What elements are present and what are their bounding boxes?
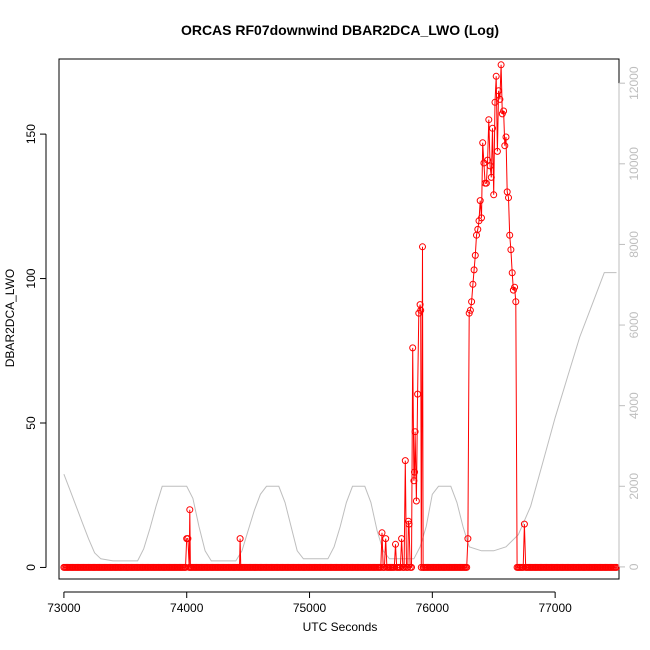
y2-tick-label: 12000 [627, 66, 641, 100]
y2-tick-label: 8000 [627, 231, 641, 258]
data-point [500, 107, 508, 115]
data-point [469, 280, 477, 288]
data-point [378, 529, 386, 537]
data-point [414, 390, 422, 398]
altitude-series-group [63, 272, 617, 562]
data-point [404, 563, 412, 571]
y2-axis: 0 2000 4000 6000 8000 10000 12000 [618, 66, 641, 570]
data-point [485, 116, 493, 124]
data-point [186, 506, 194, 514]
y2-tick-label: 10000 [627, 147, 641, 181]
y2-tick-label: 4000 [627, 392, 641, 419]
data-point [463, 563, 471, 571]
data-point [236, 535, 244, 543]
data-point [392, 540, 399, 548]
data-point [506, 231, 514, 239]
data-point [482, 179, 490, 187]
data-point [508, 269, 516, 277]
data-point [476, 197, 484, 205]
data-point [184, 535, 192, 543]
data-point [495, 87, 503, 95]
data-point [502, 133, 510, 141]
data-point [471, 251, 479, 259]
data-point [490, 191, 498, 199]
data-point [497, 61, 505, 69]
x-tick-label: 75000 [293, 601, 327, 615]
data-point [464, 535, 472, 543]
data-point [511, 283, 519, 291]
data-point [409, 344, 417, 352]
data-point [496, 95, 504, 103]
primary-series-group [60, 61, 620, 571]
data-point [512, 298, 520, 306]
data-point [401, 457, 409, 465]
data-point [404, 517, 412, 525]
data-point [520, 520, 528, 528]
y2-tick-label: 0 [627, 563, 641, 570]
data-point [411, 428, 419, 436]
data-point [493, 147, 501, 155]
data-point [411, 468, 418, 476]
data-point [489, 124, 496, 132]
data-point [382, 535, 390, 543]
data-point [417, 306, 425, 314]
data-point [478, 214, 485, 222]
y-tick-label: 0 [24, 564, 38, 571]
x-tick-label: 73000 [47, 601, 81, 615]
data-point [408, 563, 415, 571]
data-point [487, 173, 495, 181]
data-point [470, 266, 478, 274]
data-point [468, 298, 476, 306]
data-point [492, 72, 500, 80]
data-point [479, 139, 487, 147]
data-point [405, 520, 413, 528]
y-tick-label: 100 [24, 268, 38, 288]
data-point [484, 156, 492, 164]
x-tick-label: 77000 [538, 601, 572, 615]
y2-tick-label: 2000 [627, 473, 641, 500]
x-tick-label: 76000 [416, 601, 450, 615]
data-point [486, 162, 494, 170]
data-point [466, 306, 474, 314]
y-tick-label: 50 [24, 416, 38, 430]
data-point [419, 243, 426, 251]
data-point [507, 246, 515, 254]
y-tick-label: 150 [24, 124, 38, 144]
x-axis: 73000 74000 75000 76000 77000 [47, 591, 572, 615]
y-axis: 0 50 100 150 [24, 124, 47, 571]
altitude-series-line [63, 272, 617, 562]
x-tick-label: 74000 [170, 601, 204, 615]
data-point [501, 142, 509, 150]
data-point [474, 225, 482, 233]
data-point [412, 497, 420, 505]
data-point [410, 477, 418, 485]
y2-tick-label: 6000 [627, 311, 641, 338]
y-axis-label: DBAR2DCA_LWO [3, 269, 17, 367]
x-axis-label: UTC Seconds [303, 620, 378, 634]
data-point [398, 535, 406, 543]
data-point [505, 194, 512, 202]
chart-title: ORCAS RF07downwind DBAR2DCA_LWO (Log) [181, 22, 499, 38]
